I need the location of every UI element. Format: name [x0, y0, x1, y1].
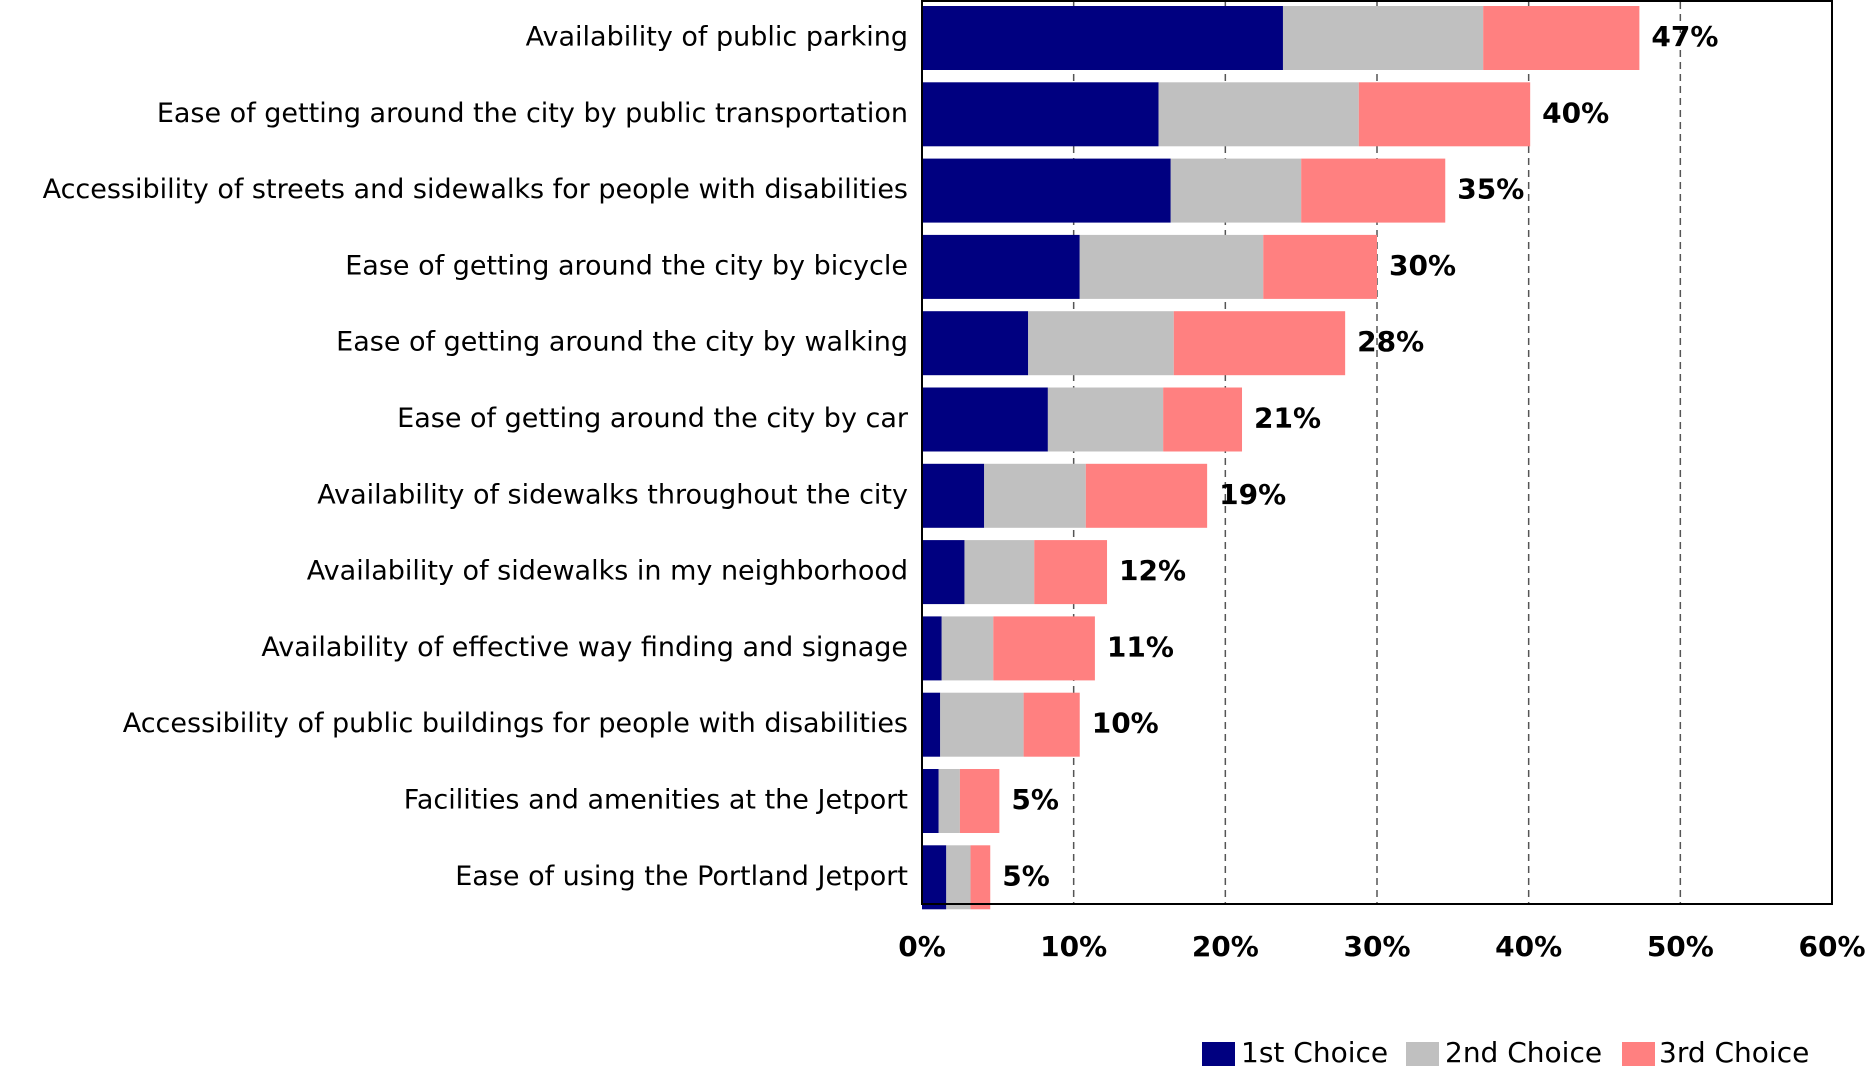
plot-frame — [921, 0, 1833, 905]
x-tick-label: 60% — [1798, 930, 1865, 963]
category-label: Ease of getting around the city by walki… — [336, 327, 908, 358]
x-tick-label: 0% — [898, 930, 946, 963]
bar-segment-3-row-12 — [970, 845, 991, 910]
legend: 1st Choice 2nd Choice 3rd Choice — [1202, 1036, 1809, 1069]
bar-segment-2-row-3 — [1170, 158, 1302, 223]
bar-segment-2-row-11 — [938, 769, 960, 833]
category-label: Availability of effective way finding an… — [261, 632, 908, 663]
bar-segment-3-row-2 — [1358, 82, 1531, 147]
total-labels: 47% 40% 35% 30% 28% 21% 19% 12% 11% 10% 5% 5% — [1002, 20, 1718, 892]
x-tick-label: 50% — [1647, 930, 1714, 963]
bar-segment-2-row-8 — [964, 540, 1035, 605]
bar-segment-2-row-2 — [1158, 82, 1359, 147]
bar-segment-3-row-4 — [1263, 234, 1377, 299]
bar-segment-1-row-6 — [922, 387, 1048, 452]
bar-segment-2-row-1 — [1282, 6, 1484, 70]
bar-segment-1-row-4 — [922, 234, 1080, 299]
legend-label: 1st Choice — [1241, 1036, 1388, 1069]
bar-segment-1-row-12 — [922, 845, 947, 910]
bar-segment-1-row-8 — [922, 540, 965, 605]
x-tick-label: 40% — [1495, 930, 1562, 963]
category-label: Availability of sidewalks throughout the… — [317, 479, 908, 510]
bar-segment-2-row-5 — [1028, 311, 1174, 376]
category-label: Availability of public parking — [526, 22, 908, 53]
total-label: 19% — [1219, 478, 1286, 511]
bar-segment-2-row-7 — [984, 463, 1086, 528]
bar-segment-1-row-5 — [922, 311, 1029, 376]
bar-segment-1-row-2 — [922, 82, 1159, 147]
bar-segment-2-row-10 — [940, 692, 1024, 757]
bar-segment-3-row-5 — [1173, 311, 1346, 376]
total-label: 30% — [1389, 249, 1456, 282]
category-label: Ease of getting around the city by car — [397, 403, 909, 434]
legend-label: 3rd Choice — [1659, 1036, 1809, 1069]
bar-segment-3-row-8 — [1034, 540, 1108, 605]
total-label: 11% — [1107, 630, 1174, 663]
x-tick-label: 10% — [1040, 930, 1107, 963]
category-labels: Availability of public parking Ease of ge… — [43, 22, 909, 892]
bar-segment-3-row-1 — [1483, 6, 1640, 70]
total-label: 5% — [1011, 783, 1059, 816]
bars — [922, 6, 1640, 910]
bar-segment-3-row-9 — [993, 616, 1095, 681]
total-label: 35% — [1457, 173, 1524, 206]
bar-segment-2-row-4 — [1079, 234, 1264, 299]
category-label: Facilities and amenities at the Jetport — [404, 785, 908, 816]
legend-swatch-1 — [1202, 1042, 1235, 1066]
total-label: 47% — [1651, 20, 1718, 53]
bar-segment-2-row-9 — [941, 616, 994, 681]
total-label: 12% — [1119, 554, 1186, 587]
bar-segment-1-row-7 — [922, 463, 985, 528]
bar-segment-2-row-6 — [1047, 387, 1164, 452]
gridlines — [1072, 2, 1682, 904]
legend-label: 2nd Choice — [1445, 1036, 1602, 1069]
bar-segment-1-row-9 — [922, 616, 942, 681]
total-label: 21% — [1254, 402, 1321, 435]
bar-segment-2-row-12 — [946, 845, 971, 910]
plot-border — [921, 0, 1833, 905]
bar-segment-3-row-6 — [1163, 387, 1243, 452]
total-label: 5% — [1002, 859, 1050, 892]
category-label: Availability of sidewalks in my neighbor… — [307, 556, 908, 587]
bar-segment-3-row-7 — [1085, 463, 1208, 528]
bar-segment-1-row-1 — [922, 6, 1283, 70]
category-label: Accessibility of public buildings for pe… — [123, 708, 908, 739]
total-label: 28% — [1357, 325, 1424, 358]
bar-segment-1-row-3 — [922, 158, 1171, 223]
total-label: 40% — [1542, 96, 1609, 129]
bar-segment-3-row-11 — [959, 769, 1000, 833]
category-label: Ease of getting around the city by publi… — [157, 98, 908, 129]
category-label: Ease of getting around the city by bicyc… — [345, 250, 908, 281]
category-label: Ease of using the Portland Jetport — [455, 861, 908, 892]
bar-segment-1-row-10 — [922, 692, 941, 757]
legend-swatch-2 — [1406, 1042, 1439, 1066]
bar-segment-3-row-3 — [1301, 158, 1446, 223]
x-tick-label: 20% — [1192, 930, 1259, 963]
total-label: 10% — [1092, 707, 1159, 740]
category-label: Accessibility of streets and sidewalks f… — [43, 174, 908, 205]
x-axis-ticks: 0% 10% 20% 30% 40% 50% 60% — [898, 930, 1865, 963]
x-tick-label: 30% — [1343, 930, 1410, 963]
bar-segment-3-row-10 — [1023, 692, 1080, 757]
bar-segment-1-row-11 — [922, 769, 939, 833]
legend-swatch-3 — [1622, 1042, 1655, 1066]
